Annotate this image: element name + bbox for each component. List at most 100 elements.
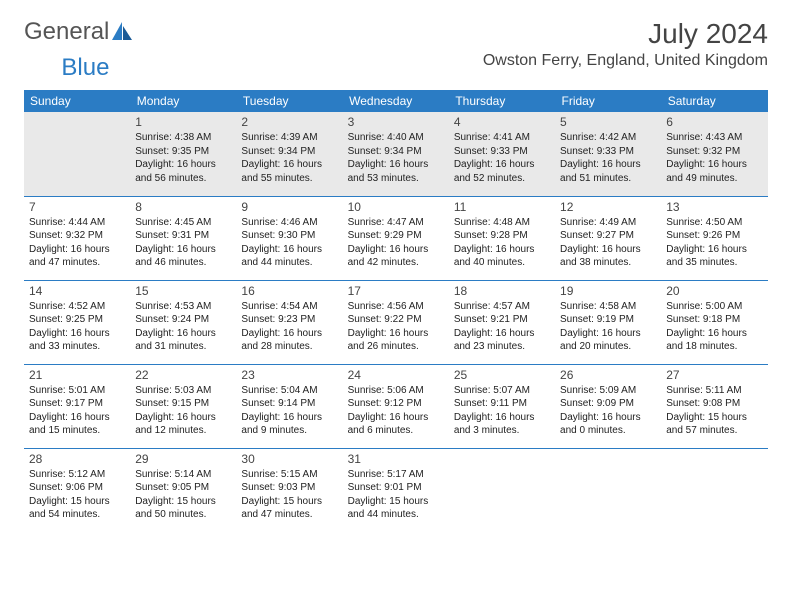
day-number: 5 [560, 115, 656, 129]
sunrise-line: Sunrise: 4:50 AM [666, 216, 762, 230]
calendar-cell: 10Sunrise: 4:47 AMSunset: 9:29 PMDayligh… [343, 196, 449, 280]
sunset-line: Sunset: 9:27 PM [560, 229, 656, 243]
sunset-line: Sunset: 9:25 PM [29, 313, 125, 327]
sunrise-line: Sunrise: 5:14 AM [135, 468, 231, 482]
sunset-line: Sunset: 9:19 PM [560, 313, 656, 327]
daylight-line: Daylight: 16 hours and 42 minutes. [348, 243, 444, 270]
calendar-cell [449, 448, 555, 532]
calendar-cell: 30Sunrise: 5:15 AMSunset: 9:03 PMDayligh… [236, 448, 342, 532]
sunset-line: Sunset: 9:21 PM [454, 313, 550, 327]
calendar-cell: 8Sunrise: 4:45 AMSunset: 9:31 PMDaylight… [130, 196, 236, 280]
day-number: 30 [241, 452, 337, 466]
daylight-line: Daylight: 16 hours and 46 minutes. [135, 243, 231, 270]
day-number: 11 [454, 200, 550, 214]
day-number: 12 [560, 200, 656, 214]
calendar-table: Sunday Monday Tuesday Wednesday Thursday… [24, 90, 768, 532]
day-number: 16 [241, 284, 337, 298]
calendar-week-row: 28Sunrise: 5:12 AMSunset: 9:06 PMDayligh… [24, 448, 768, 532]
sunset-line: Sunset: 9:12 PM [348, 397, 444, 411]
calendar-cell: 1Sunrise: 4:38 AMSunset: 9:35 PMDaylight… [130, 112, 236, 196]
day-number: 23 [241, 368, 337, 382]
sunset-line: Sunset: 9:22 PM [348, 313, 444, 327]
calendar-cell: 15Sunrise: 4:53 AMSunset: 9:24 PMDayligh… [130, 280, 236, 364]
calendar-cell [555, 448, 661, 532]
month-title: July 2024 [483, 18, 768, 50]
sunset-line: Sunset: 9:11 PM [454, 397, 550, 411]
sunset-line: Sunset: 9:32 PM [666, 145, 762, 159]
calendar-cell: 14Sunrise: 4:52 AMSunset: 9:25 PMDayligh… [24, 280, 130, 364]
sunrise-line: Sunrise: 4:41 AM [454, 131, 550, 145]
daylight-line: Daylight: 16 hours and 6 minutes. [348, 411, 444, 438]
day-number: 8 [135, 200, 231, 214]
calendar-week-row: 1Sunrise: 4:38 AMSunset: 9:35 PMDaylight… [24, 112, 768, 196]
daylight-line: Daylight: 16 hours and 23 minutes. [454, 327, 550, 354]
sunrise-line: Sunrise: 4:54 AM [241, 300, 337, 314]
sunrise-line: Sunrise: 4:58 AM [560, 300, 656, 314]
sunset-line: Sunset: 9:15 PM [135, 397, 231, 411]
sunrise-line: Sunrise: 5:06 AM [348, 384, 444, 398]
day-number: 24 [348, 368, 444, 382]
calendar-cell: 6Sunrise: 4:43 AMSunset: 9:32 PMDaylight… [661, 112, 767, 196]
day-number: 17 [348, 284, 444, 298]
dayname: Wednesday [343, 90, 449, 112]
day-number: 2 [241, 115, 337, 129]
calendar-cell: 25Sunrise: 5:07 AMSunset: 9:11 PMDayligh… [449, 364, 555, 448]
day-number: 25 [454, 368, 550, 382]
sunrise-line: Sunrise: 5:04 AM [241, 384, 337, 398]
sunrise-line: Sunrise: 5:15 AM [241, 468, 337, 482]
calendar-cell [24, 112, 130, 196]
daylight-line: Daylight: 16 hours and 51 minutes. [560, 158, 656, 185]
daylight-line: Daylight: 15 hours and 44 minutes. [348, 495, 444, 522]
sunset-line: Sunset: 9:06 PM [29, 481, 125, 495]
dayname: Thursday [449, 90, 555, 112]
sunset-line: Sunset: 9:30 PM [241, 229, 337, 243]
dayname: Saturday [661, 90, 767, 112]
sunset-line: Sunset: 9:01 PM [348, 481, 444, 495]
daylight-line: Daylight: 16 hours and 35 minutes. [666, 243, 762, 270]
sunrise-line: Sunrise: 4:48 AM [454, 216, 550, 230]
sunrise-line: Sunrise: 4:53 AM [135, 300, 231, 314]
logo: General [24, 18, 134, 46]
daylight-line: Daylight: 15 hours and 50 minutes. [135, 495, 231, 522]
sunrise-line: Sunrise: 4:43 AM [666, 131, 762, 145]
calendar-cell: 16Sunrise: 4:54 AMSunset: 9:23 PMDayligh… [236, 280, 342, 364]
sunset-line: Sunset: 9:03 PM [241, 481, 337, 495]
calendar-cell: 4Sunrise: 4:41 AMSunset: 9:33 PMDaylight… [449, 112, 555, 196]
day-number: 9 [241, 200, 337, 214]
daylight-line: Daylight: 16 hours and 9 minutes. [241, 411, 337, 438]
dayname: Tuesday [236, 90, 342, 112]
day-number: 27 [666, 368, 762, 382]
day-number: 6 [666, 115, 762, 129]
daylight-line: Daylight: 16 hours and 18 minutes. [666, 327, 762, 354]
daylight-line: Daylight: 16 hours and 55 minutes. [241, 158, 337, 185]
daylight-line: Daylight: 16 hours and 38 minutes. [560, 243, 656, 270]
calendar-cell: 11Sunrise: 4:48 AMSunset: 9:28 PMDayligh… [449, 196, 555, 280]
daylight-line: Daylight: 16 hours and 40 minutes. [454, 243, 550, 270]
calendar-cell [661, 448, 767, 532]
calendar-cell: 22Sunrise: 5:03 AMSunset: 9:15 PMDayligh… [130, 364, 236, 448]
sunrise-line: Sunrise: 4:38 AM [135, 131, 231, 145]
dayname: Monday [130, 90, 236, 112]
daylight-line: Daylight: 16 hours and 31 minutes. [135, 327, 231, 354]
calendar-cell: 31Sunrise: 5:17 AMSunset: 9:01 PMDayligh… [343, 448, 449, 532]
calendar-cell: 18Sunrise: 4:57 AMSunset: 9:21 PMDayligh… [449, 280, 555, 364]
sunset-line: Sunset: 9:14 PM [241, 397, 337, 411]
daylight-line: Daylight: 16 hours and 26 minutes. [348, 327, 444, 354]
sunset-line: Sunset: 9:33 PM [560, 145, 656, 159]
sunset-line: Sunset: 9:09 PM [560, 397, 656, 411]
calendar-cell: 21Sunrise: 5:01 AMSunset: 9:17 PMDayligh… [24, 364, 130, 448]
day-number: 19 [560, 284, 656, 298]
sunset-line: Sunset: 9:24 PM [135, 313, 231, 327]
sunset-line: Sunset: 9:08 PM [666, 397, 762, 411]
sunrise-line: Sunrise: 5:01 AM [29, 384, 125, 398]
sunset-line: Sunset: 9:34 PM [348, 145, 444, 159]
calendar-cell: 19Sunrise: 4:58 AMSunset: 9:19 PMDayligh… [555, 280, 661, 364]
daylight-line: Daylight: 16 hours and 28 minutes. [241, 327, 337, 354]
sunrise-line: Sunrise: 5:12 AM [29, 468, 125, 482]
day-number: 22 [135, 368, 231, 382]
daylight-line: Daylight: 16 hours and 15 minutes. [29, 411, 125, 438]
sunrise-line: Sunrise: 5:11 AM [666, 384, 762, 398]
day-number: 21 [29, 368, 125, 382]
sunset-line: Sunset: 9:05 PM [135, 481, 231, 495]
calendar-cell: 27Sunrise: 5:11 AMSunset: 9:08 PMDayligh… [661, 364, 767, 448]
